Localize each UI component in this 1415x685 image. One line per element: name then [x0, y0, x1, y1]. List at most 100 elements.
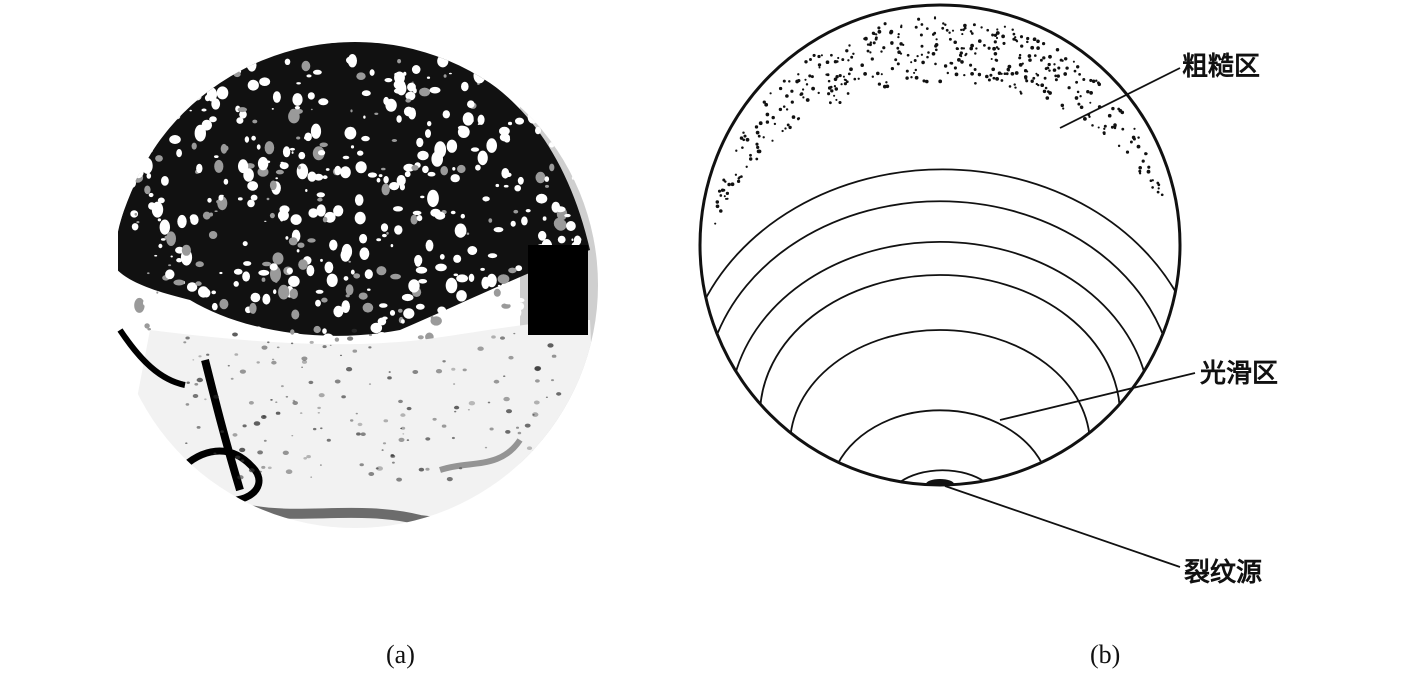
photo-speck	[387, 376, 392, 380]
photo-speck	[262, 261, 272, 267]
rough-zone-dot	[1008, 85, 1012, 88]
rough-zone-dot	[1025, 79, 1029, 83]
photo-speck	[348, 260, 352, 263]
photo-speck	[259, 77, 271, 86]
photo-speck	[291, 435, 294, 437]
photo-speck	[211, 302, 218, 311]
photo-speck	[350, 109, 353, 113]
photo-speck	[329, 344, 332, 346]
rough-zone-dot	[874, 36, 878, 40]
photo-speck	[456, 274, 468, 283]
rough-zone-dot	[1082, 78, 1086, 81]
photo-speck	[326, 273, 338, 287]
rough-zone-dot	[1026, 36, 1030, 41]
photo-speck	[329, 239, 338, 251]
photo-speck	[448, 72, 452, 75]
photo-speck	[316, 192, 325, 198]
photo-speck	[503, 298, 514, 305]
photo-speck	[563, 88, 569, 94]
photo-speck	[432, 417, 437, 421]
photo-speck	[542, 216, 547, 221]
rough-zone-dot	[987, 46, 991, 50]
rough-zone-dot	[990, 57, 993, 61]
rough-zone-dot	[1042, 56, 1046, 60]
photo-speck	[383, 176, 389, 184]
rough-zone-dot	[818, 66, 821, 69]
photo-speck	[457, 164, 466, 174]
photo-speck	[355, 412, 358, 415]
fracture-diagram	[698, 3, 1196, 568]
photo-speck	[220, 143, 228, 154]
rough-zone-dot	[970, 71, 974, 76]
photo-speck	[369, 333, 372, 337]
photo-speck	[333, 305, 344, 318]
rough-zone-dot	[841, 58, 845, 62]
rough-zone-dot	[972, 23, 976, 27]
rough-zone-dot	[890, 41, 894, 45]
photo-speck	[269, 180, 277, 191]
rough-zone-dot	[902, 43, 905, 47]
rough-zone-dot	[1035, 82, 1038, 86]
photo-speck	[195, 261, 204, 268]
photo-speck	[512, 88, 521, 95]
photo-speck	[481, 276, 490, 289]
rough-zone-dot	[765, 120, 770, 124]
photo-speck	[211, 98, 221, 110]
rough-zone-dot	[997, 71, 1002, 75]
rough-zone-dot	[980, 26, 983, 29]
photo-speck	[541, 69, 544, 72]
photo-speck	[131, 223, 139, 231]
photo-speck	[573, 235, 582, 246]
photo-speck	[292, 401, 299, 405]
rough-zone-dot	[1091, 124, 1094, 127]
photo-speck	[417, 335, 424, 340]
photo-speck	[248, 401, 254, 405]
photo-speck	[575, 66, 581, 70]
photo-smooth-region	[112, 320, 598, 528]
photo-speck	[557, 442, 560, 444]
photo-speck	[416, 137, 424, 148]
rough-zone-dot	[995, 36, 999, 40]
rough-zone-dot	[977, 72, 982, 77]
rough-zone-dot	[969, 30, 973, 33]
rough-zone-dot	[934, 42, 939, 47]
photo-speck	[290, 342, 294, 345]
rough-zone-dot	[953, 66, 957, 70]
photo-speck	[464, 64, 471, 69]
rough-zone-dot	[1089, 101, 1092, 104]
photo-speck	[418, 467, 425, 472]
rough-zone-dot	[1010, 71, 1015, 76]
photo-speck	[571, 79, 578, 86]
photo-speck	[359, 233, 368, 244]
rough-zone-dot	[727, 182, 731, 187]
photo-speck	[500, 336, 505, 340]
photo-speck	[152, 125, 162, 137]
photo-speck	[297, 94, 301, 98]
photo-speck	[369, 69, 375, 76]
rough-zone-dot	[872, 41, 876, 45]
rough-zone-dot	[942, 22, 945, 25]
photo-speck	[470, 147, 480, 152]
rough-zone-dot	[805, 98, 810, 102]
photo-speck	[301, 356, 308, 361]
rough-zone-dot	[876, 71, 880, 76]
photo-speck	[419, 87, 431, 97]
rough-zone-dot	[974, 52, 977, 55]
photo-speck	[482, 196, 490, 202]
photo-speck	[214, 210, 218, 212]
photo-speck	[270, 399, 273, 401]
photo-speck	[503, 375, 506, 378]
rough-zone-dot	[1046, 66, 1050, 70]
rough-zone-dot	[1125, 150, 1130, 154]
photo-speck	[524, 423, 531, 428]
rough-zone-leader	[1059, 67, 1181, 129]
rough-zone-dot	[899, 25, 903, 29]
photo-speck	[549, 163, 555, 172]
photo-speck	[279, 205, 290, 214]
photo-speck	[493, 379, 500, 384]
photo-speck	[166, 231, 177, 246]
photo-speck	[425, 239, 434, 252]
photo-speck	[515, 117, 524, 125]
photo-speck	[195, 81, 201, 88]
rough-zone-dot	[897, 33, 900, 36]
